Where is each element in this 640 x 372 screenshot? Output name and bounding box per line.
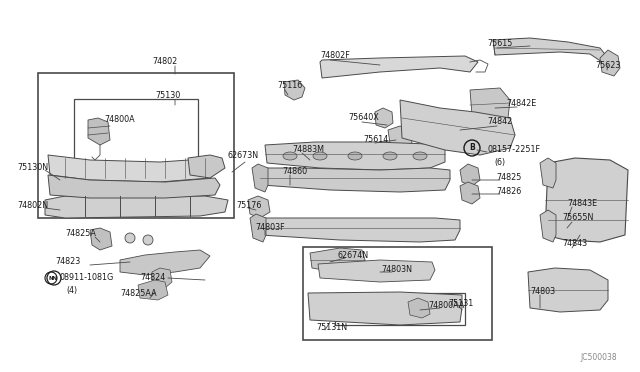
Text: 74803: 74803	[530, 288, 555, 296]
Text: 74802: 74802	[152, 58, 178, 67]
Text: 75176: 75176	[236, 201, 261, 209]
Polygon shape	[318, 260, 435, 282]
Polygon shape	[188, 155, 225, 178]
Ellipse shape	[413, 152, 427, 160]
Text: 74800A: 74800A	[104, 115, 134, 124]
Polygon shape	[400, 100, 515, 155]
Text: B: B	[469, 144, 475, 153]
Ellipse shape	[283, 152, 297, 160]
Polygon shape	[308, 292, 462, 325]
Ellipse shape	[383, 152, 397, 160]
Polygon shape	[540, 210, 556, 242]
Text: 74825AA: 74825AA	[120, 289, 157, 298]
Text: 74825: 74825	[496, 173, 522, 182]
Text: 75623: 75623	[595, 61, 620, 71]
Polygon shape	[460, 164, 480, 186]
Bar	[335, 293, 465, 325]
Polygon shape	[88, 118, 110, 145]
Polygon shape	[408, 298, 430, 318]
Polygon shape	[320, 56, 478, 78]
Polygon shape	[470, 88, 510, 122]
Text: JC500038: JC500038	[580, 353, 616, 362]
Polygon shape	[45, 196, 228, 218]
Polygon shape	[138, 280, 168, 300]
Polygon shape	[460, 182, 480, 204]
Text: 74842: 74842	[487, 118, 512, 126]
Polygon shape	[250, 214, 266, 242]
Polygon shape	[310, 248, 365, 272]
Polygon shape	[540, 158, 556, 188]
Polygon shape	[48, 155, 220, 182]
Text: N: N	[49, 276, 53, 280]
Text: 74800AA: 74800AA	[428, 301, 465, 311]
Bar	[303, 247, 492, 340]
Polygon shape	[260, 168, 450, 192]
Polygon shape	[493, 38, 608, 64]
Polygon shape	[90, 228, 112, 250]
Text: 74843E: 74843E	[567, 199, 597, 208]
Text: 74826: 74826	[496, 186, 521, 196]
Text: 75130: 75130	[156, 92, 180, 100]
Text: (6): (6)	[494, 157, 505, 167]
Text: 75130N: 75130N	[17, 163, 48, 171]
Ellipse shape	[348, 152, 362, 160]
Text: (4): (4)	[66, 286, 77, 295]
Text: 62674N: 62674N	[337, 251, 368, 260]
Text: 75640X: 75640X	[348, 113, 379, 122]
Polygon shape	[600, 50, 620, 76]
Polygon shape	[388, 126, 412, 148]
Text: 74843: 74843	[562, 240, 587, 248]
Polygon shape	[152, 268, 172, 288]
Circle shape	[143, 235, 153, 245]
Polygon shape	[120, 250, 210, 275]
Polygon shape	[265, 142, 445, 170]
Text: 74883M: 74883M	[292, 145, 324, 154]
Polygon shape	[375, 108, 393, 128]
Polygon shape	[528, 268, 608, 312]
Text: N: N	[51, 276, 57, 280]
Text: 74823: 74823	[55, 257, 80, 266]
Text: 62673N: 62673N	[227, 151, 258, 160]
Text: 74860: 74860	[282, 167, 307, 176]
Bar	[74, 99, 198, 185]
Text: 74802N: 74802N	[17, 201, 48, 209]
Text: 74825A: 74825A	[65, 228, 96, 237]
Text: 75614: 75614	[363, 135, 388, 144]
Text: 75116: 75116	[277, 81, 302, 90]
Bar	[548, 198, 620, 232]
Bar	[38, 73, 234, 218]
Text: 74802F: 74802F	[320, 51, 349, 61]
Text: 75131: 75131	[448, 298, 473, 308]
Text: 74824: 74824	[140, 273, 165, 282]
Circle shape	[125, 233, 135, 243]
Polygon shape	[48, 175, 220, 198]
Text: 75615: 75615	[487, 39, 513, 48]
Ellipse shape	[313, 152, 327, 160]
Polygon shape	[258, 218, 460, 242]
Text: 75655N: 75655N	[562, 214, 593, 222]
Text: 74842E: 74842E	[506, 99, 536, 109]
Polygon shape	[248, 196, 270, 218]
Text: 74803F: 74803F	[255, 224, 285, 232]
Polygon shape	[252, 164, 268, 192]
Text: 74803N: 74803N	[381, 266, 412, 275]
Polygon shape	[545, 158, 628, 242]
Text: 08911-1081G: 08911-1081G	[60, 273, 115, 282]
Text: 75131N: 75131N	[316, 323, 347, 331]
Polygon shape	[284, 80, 305, 100]
Text: 08157-2251F: 08157-2251F	[487, 145, 540, 154]
